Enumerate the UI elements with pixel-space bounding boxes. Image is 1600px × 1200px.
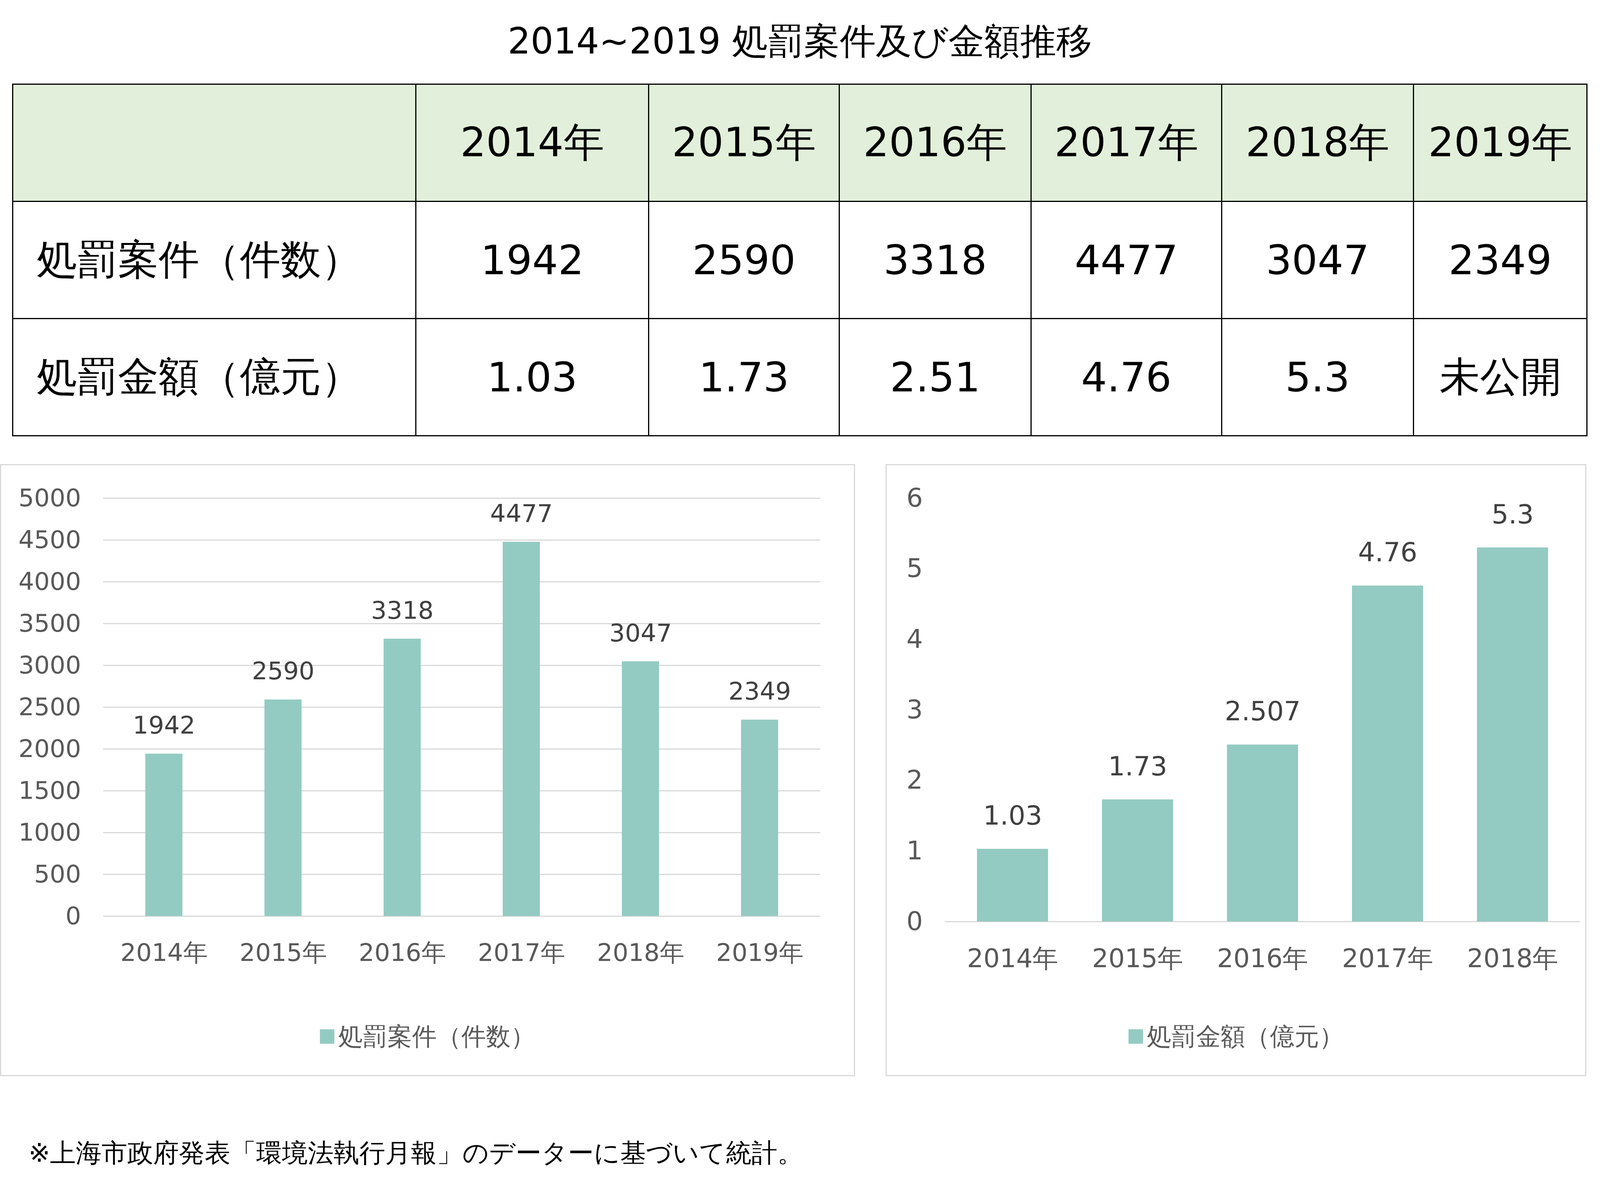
svg-text:3318: 3318: [371, 596, 434, 625]
html-text:2590: 2590: [692, 236, 796, 284]
html-text:1942: 1942: [480, 236, 584, 284]
svg-text:4.76: 4.76: [1358, 536, 1418, 568]
svg-text:2016年: 2016年: [1217, 943, 1309, 974]
svg-text:2017年: 2017年: [477, 938, 565, 967]
html-text:3318: 3318: [883, 236, 987, 284]
svg-text:6: 6: [906, 482, 924, 513]
html-text:2015年: 2015年: [671, 118, 816, 166]
html-text:処罰金額（億元）: 処罰金額（億元）: [36, 352, 362, 401]
html-text:4.76: 4.76: [1081, 353, 1172, 401]
html-text:2018年: 2018年: [1245, 118, 1390, 166]
html-text:1.03: 1.03: [486, 353, 578, 401]
html-text:2016年: 2016年: [863, 118, 1008, 166]
html-text:2014~2019 処罰案件及び金額推移: 2014~2019 処罰案件及び金額推移: [507, 20, 1093, 63]
html-text:2349: 2349: [1448, 236, 1552, 284]
svg-text:500: 500: [33, 859, 81, 889]
svg-text:3: 3: [906, 694, 924, 725]
html-text:4477: 4477: [1074, 236, 1179, 284]
svg-text:2000: 2000: [18, 734, 81, 763]
svg-text:2018年: 2018年: [596, 938, 684, 967]
svg-text:0: 0: [906, 906, 924, 937]
svg-text:2.507: 2.507: [1224, 695, 1301, 727]
html-text:2014年: 2014年: [460, 118, 605, 166]
html-text:※上海市政府発表「環境法執行月報」のデーターに基づいて統計。: ※上海市政府発表「環境法執行月報」のデーターに基づいて統計。: [28, 1137, 804, 1168]
svg-text:2019年: 2019年: [716, 938, 804, 967]
svg-text:5.3: 5.3: [1491, 498, 1534, 530]
svg-text:4477: 4477: [490, 499, 553, 528]
svg-text:4500: 4500: [18, 525, 81, 554]
html-text:2017年: 2017年: [1054, 118, 1199, 166]
svg-text:3000: 3000: [18, 650, 81, 680]
svg-text:2: 2: [906, 764, 924, 795]
svg-text:1000: 1000: [18, 817, 81, 847]
svg-text:2014年: 2014年: [120, 938, 208, 967]
svg-text:3500: 3500: [18, 608, 81, 638]
svg-text:2015年: 2015年: [1092, 943, 1184, 974]
html-text:2019年: 2019年: [1428, 118, 1573, 166]
svg-text:2500: 2500: [18, 692, 81, 722]
svg-text:0: 0: [65, 901, 81, 931]
svg-text:2015年: 2015年: [239, 938, 327, 967]
svg-text:5000: 5000: [18, 483, 81, 513]
html-text:2.51: 2.51: [889, 353, 981, 401]
svg-text:1.03: 1.03: [983, 800, 1043, 831]
svg-text:5: 5: [906, 553, 924, 584]
svg-text:2014年: 2014年: [967, 943, 1059, 974]
html-text:処罰金額（億元）: 処罰金額（億元）: [1146, 1022, 1344, 1051]
svg-text:2018年: 2018年: [1467, 943, 1559, 974]
html-text:処罰案件（件数）: 処罰案件（件数）: [338, 1022, 536, 1051]
svg-text:1942: 1942: [132, 710, 196, 740]
html-text:3047: 3047: [1265, 236, 1370, 284]
html-text:5.3: 5.3: [1285, 353, 1350, 401]
html-text:1.73: 1.73: [698, 353, 790, 401]
svg-text:2590: 2590: [251, 656, 315, 686]
svg-text:1.73: 1.73: [1108, 750, 1168, 782]
svg-text:4000: 4000: [18, 567, 81, 596]
svg-text:1500: 1500: [18, 776, 81, 805]
svg-text:2349: 2349: [728, 676, 792, 706]
svg-text:1: 1: [906, 835, 924, 866]
svg-text:2016年: 2016年: [358, 938, 446, 967]
svg-text:3047: 3047: [609, 618, 672, 648]
svg-text:2017年: 2017年: [1342, 943, 1434, 974]
svg-text:4: 4: [906, 623, 924, 654]
html-text:処罰案件（件数）: 処罰案件（件数）: [36, 235, 362, 284]
html-text:未公開: 未公開: [1439, 352, 1562, 401]
